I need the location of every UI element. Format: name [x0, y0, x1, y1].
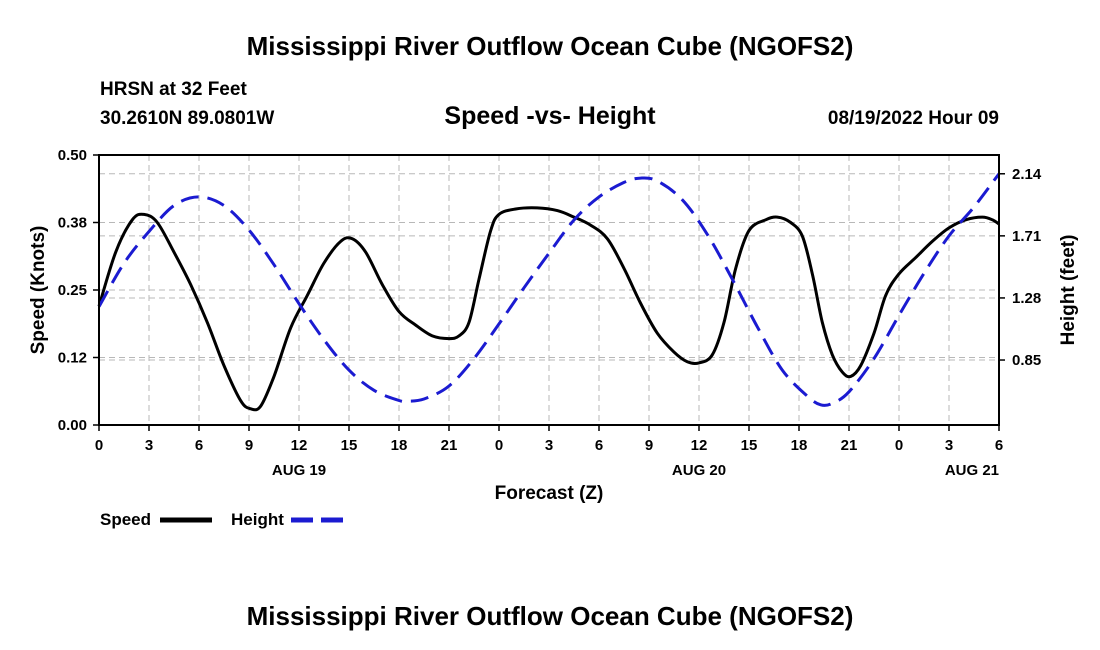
- x-axis-ticks: 0 3 6 9 12 15 18 21 0 3 6 9 12 15 18 21 0 3 6: [95, 425, 1003, 454]
- x-tick-label: 3: [945, 437, 953, 454]
- x-tick-label: 15: [341, 437, 358, 454]
- x-axis-label: Forecast (Z): [495, 483, 604, 504]
- x-tick-label: 18: [391, 437, 408, 454]
- x-tick-label: 21: [441, 437, 458, 454]
- plot-frame: [98, 154, 1000, 426]
- left-tick-label: 0.00: [58, 417, 87, 434]
- x-tick-label: 12: [291, 437, 308, 454]
- x-tick-label: 18: [791, 437, 808, 454]
- station-coords: 30.2610N 89.0801W: [100, 108, 274, 129]
- x-tick-label: 3: [145, 437, 153, 454]
- left-tick-label: 0.25: [58, 282, 87, 299]
- legend-speed-label: Speed: [100, 510, 151, 529]
- grid-lines: [99, 155, 999, 425]
- x-tick-label: 6: [195, 437, 203, 454]
- series-lines: [97, 172, 1001, 412]
- height-series-line: [97, 172, 1001, 407]
- day-label: AUG 21: [945, 462, 999, 479]
- right-tick-label: 1.71: [1012, 228, 1041, 245]
- x-tick-label: 12: [691, 437, 708, 454]
- x-tick-label: 15: [741, 437, 758, 454]
- station-label: HRSN at 32 Feet: [100, 79, 247, 100]
- left-tick-label: 0.38: [58, 215, 87, 232]
- x-tick-label: 0: [895, 437, 903, 454]
- legend-height-label: Height: [231, 510, 284, 529]
- right-axis-label: Height (feet): [1058, 235, 1079, 346]
- forecast-datetime: 08/19/2022 Hour 09: [828, 108, 999, 129]
- x-tick-label: 6: [995, 437, 1003, 454]
- x-tick-label: 9: [645, 437, 653, 454]
- x-tick-label: 21: [841, 437, 858, 454]
- x-tick-label: 3: [545, 437, 553, 454]
- day-label: AUG 19: [272, 462, 326, 479]
- right-tick-label: 2.14: [1012, 166, 1042, 183]
- day-labels: AUG 19 AUG 20 AUG 21: [272, 462, 999, 479]
- page-title: Mississippi River Outflow Ocean Cube (NG…: [247, 31, 854, 61]
- chart-title: Speed -vs- Height: [444, 102, 656, 130]
- x-tick-label: 6: [595, 437, 603, 454]
- left-tick-label: 0.12: [58, 350, 87, 367]
- day-label: AUG 20: [672, 462, 726, 479]
- speed-series-line: [97, 206, 1000, 412]
- left-axis-label: Speed (Knots): [28, 226, 49, 355]
- right-tick-label: 1.28: [1012, 290, 1041, 307]
- footer-title: Mississippi River Outflow Ocean Cube (NG…: [247, 601, 854, 631]
- left-tick-label: 0.50: [58, 147, 87, 164]
- legend: Speed Height: [100, 510, 343, 529]
- right-tick-label: 0.85: [1012, 352, 1041, 369]
- x-tick-label: 0: [495, 437, 503, 454]
- x-tick-label: 0: [95, 437, 103, 454]
- right-axis-ticks: 0.85 1.28 1.71 2.14: [999, 166, 1042, 369]
- x-tick-label: 9: [245, 437, 253, 454]
- left-axis-ticks: 0.00 0.12 0.25 0.38 0.50: [58, 147, 99, 434]
